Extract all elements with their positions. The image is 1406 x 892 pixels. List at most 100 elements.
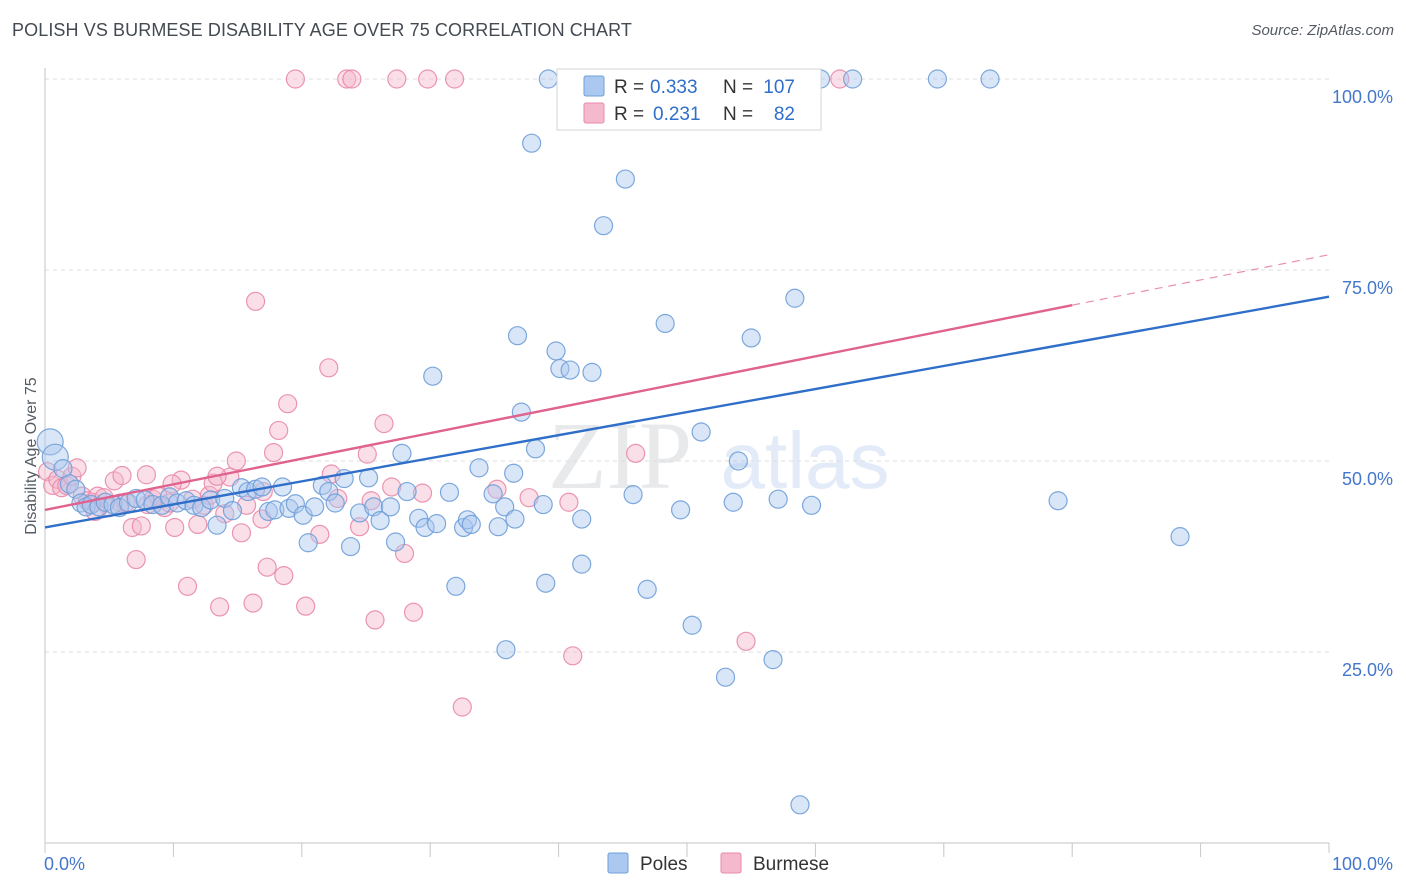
poles-point-49	[392, 443, 412, 463]
legend-n-label-poles: N =	[723, 77, 753, 98]
y-tick-label-2: 75.0%	[1342, 278, 1393, 298]
burmese-point-69	[559, 492, 579, 512]
poles-point-84	[623, 485, 643, 505]
burmese-point-36	[231, 523, 252, 543]
poles-point-60	[469, 458, 489, 478]
legend-swatch-burmese	[583, 102, 605, 124]
burmese-point-47	[296, 596, 316, 616]
poles-trend-line	[44, 295, 1330, 529]
poles-point-67	[507, 326, 528, 346]
poles-point-65	[504, 463, 524, 483]
poles-point-55	[439, 482, 460, 502]
poles-point-36	[298, 533, 318, 553]
poles-point-78	[572, 509, 592, 529]
poles-point-93	[723, 492, 743, 512]
burmese-point-58	[374, 413, 394, 434]
burmese-point-65	[444, 69, 465, 89]
poles-point-83	[615, 169, 635, 189]
legend-r-label-burmese: R =	[614, 104, 644, 125]
burmese-point-26	[177, 576, 198, 596]
poles-point-89	[682, 615, 702, 635]
burmese-point-49	[319, 358, 339, 378]
burmese-point-24	[165, 517, 185, 538]
burmese-point-62	[403, 602, 424, 622]
burmese-point-74	[736, 631, 756, 651]
burmese-point-28	[188, 514, 208, 535]
poles-point-87	[655, 313, 675, 334]
poles-point-74	[546, 341, 566, 361]
bottom-legend-label-poles: Poles	[640, 854, 688, 875]
burmese-point-37	[236, 495, 257, 515]
poles-point-34	[285, 494, 305, 514]
burmese-point-54	[349, 517, 370, 537]
burmese-point-35	[226, 451, 246, 471]
poles-point-97	[785, 288, 805, 308]
poles-point-39	[319, 481, 339, 502]
poles-point-71	[533, 494, 553, 515]
poles-point-43	[349, 503, 370, 523]
poles-point-86	[637, 579, 657, 599]
poles-point-59	[461, 514, 481, 535]
burmese-trend-line	[44, 303, 1073, 512]
poles-point-95	[741, 328, 761, 348]
poles-point-54	[427, 514, 447, 534]
poles-point-52	[415, 517, 435, 538]
burmese-point-33	[215, 504, 235, 524]
poles-point-31	[265, 500, 285, 520]
poles-point-50	[397, 481, 417, 502]
burmese-point-57	[365, 610, 385, 630]
legend-n-label-burmese: N =	[723, 104, 753, 125]
poles-point-25	[222, 501, 243, 521]
x-tick-label-min: 0.0%	[44, 854, 85, 874]
source-label: Source: ZipAtlas.com	[1251, 22, 1394, 39]
bottom-legend-label-burmese: Burmese	[753, 854, 829, 875]
legend-r-value-burmese: 0.231	[653, 104, 701, 125]
poles-point-66	[505, 509, 525, 529]
burmese-point-53	[342, 69, 362, 89]
burmese-points	[37, 69, 850, 717]
poles-point-88	[670, 500, 691, 520]
poles-point-76	[560, 360, 580, 380]
poles-point-68	[511, 402, 531, 422]
y-tick-label-0: 25.0%	[1342, 660, 1393, 680]
poles-point-103	[1048, 491, 1068, 511]
burmese-point-52	[337, 69, 357, 89]
burmese-point-32	[210, 597, 230, 617]
poles-point-70	[525, 439, 546, 459]
poles-point-102	[980, 69, 1000, 89]
bottom-legend-swatch-burmese	[720, 852, 742, 874]
burmese-point-6	[67, 458, 87, 478]
legend-n-value-burmese: 82	[774, 104, 795, 125]
correlation-legend: R = 0.333 N = 107 R = 0.231 N = 82	[556, 68, 822, 131]
burmese-point-39	[245, 291, 266, 311]
burmese-point-66	[452, 697, 472, 717]
burmese-point-46	[285, 69, 305, 89]
poles-point-42	[340, 536, 361, 557]
poles-point-53	[423, 366, 443, 386]
axes	[44, 68, 1330, 857]
legend-n-value-poles: 107	[763, 77, 795, 98]
poles-point-81	[593, 216, 614, 236]
poles-point-46	[370, 510, 390, 531]
burmese-point-18	[131, 516, 151, 536]
poles-point-106	[801, 495, 822, 515]
poles-point-37	[305, 497, 325, 517]
poles-point-98	[790, 795, 810, 815]
burmese-point-63	[412, 483, 433, 503]
burmese-point-41	[257, 557, 277, 577]
watermark-zip: ZIP	[548, 402, 692, 509]
poles-point-92	[715, 667, 736, 687]
burmese-point-79	[136, 465, 157, 485]
legend-r-value-poles: 0.333	[650, 77, 698, 98]
watermark: ZIP atlas	[548, 402, 889, 509]
burmese-point-72	[626, 443, 646, 463]
poles-point-64	[496, 640, 516, 660]
poles-point-62	[488, 517, 508, 537]
burmese-point-70	[563, 646, 583, 666]
y-axis-title: Disability Age Over 75	[23, 377, 40, 535]
poles-point-105	[768, 489, 788, 509]
burmese-point-44	[274, 565, 294, 586]
poles-point-1	[41, 443, 69, 471]
poles-point-101	[927, 69, 947, 89]
poles-point-90	[691, 422, 711, 442]
